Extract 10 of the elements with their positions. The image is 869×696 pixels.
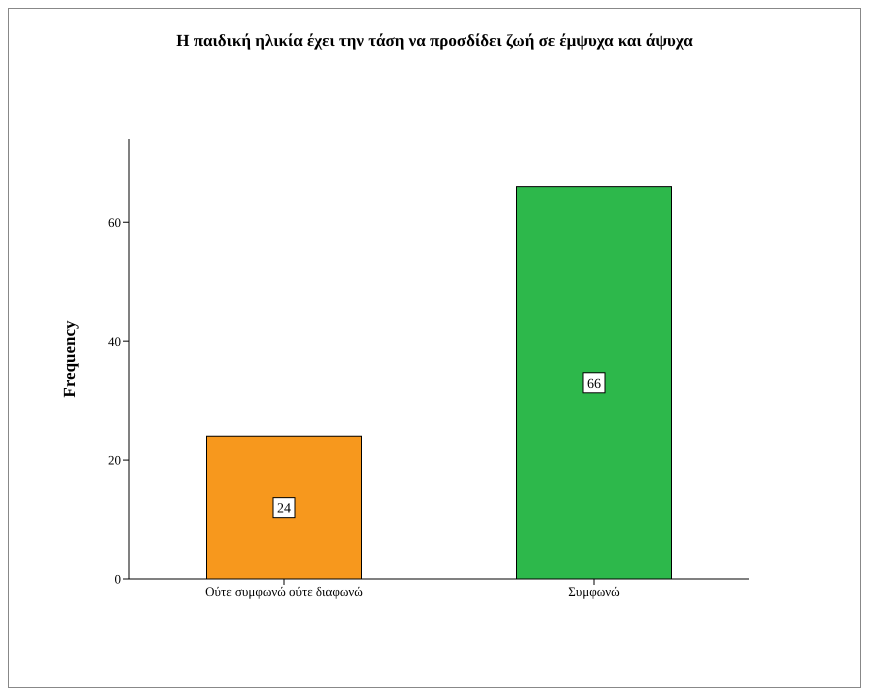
data-label: 24: [277, 502, 291, 517]
x-tick-label: Ούτε συμφωνώ ούτε διαφωνώ: [205, 584, 364, 600]
chart-title: Η παιδική ηλικία έχει την τάση να προσδίδει ζωή σε έμψυχα και άψυχα: [175, 31, 694, 51]
y-tick-label: 0: [114, 572, 121, 587]
y-axis-title: Frequency: [60, 320, 80, 398]
y-tick-label: 60: [108, 214, 121, 230]
y-tick-label: 40: [108, 334, 121, 349]
y-tick-label: 20: [108, 452, 121, 468]
data-label: 66: [587, 376, 601, 392]
x-tick-label: Συμφωνώ: [568, 584, 620, 600]
